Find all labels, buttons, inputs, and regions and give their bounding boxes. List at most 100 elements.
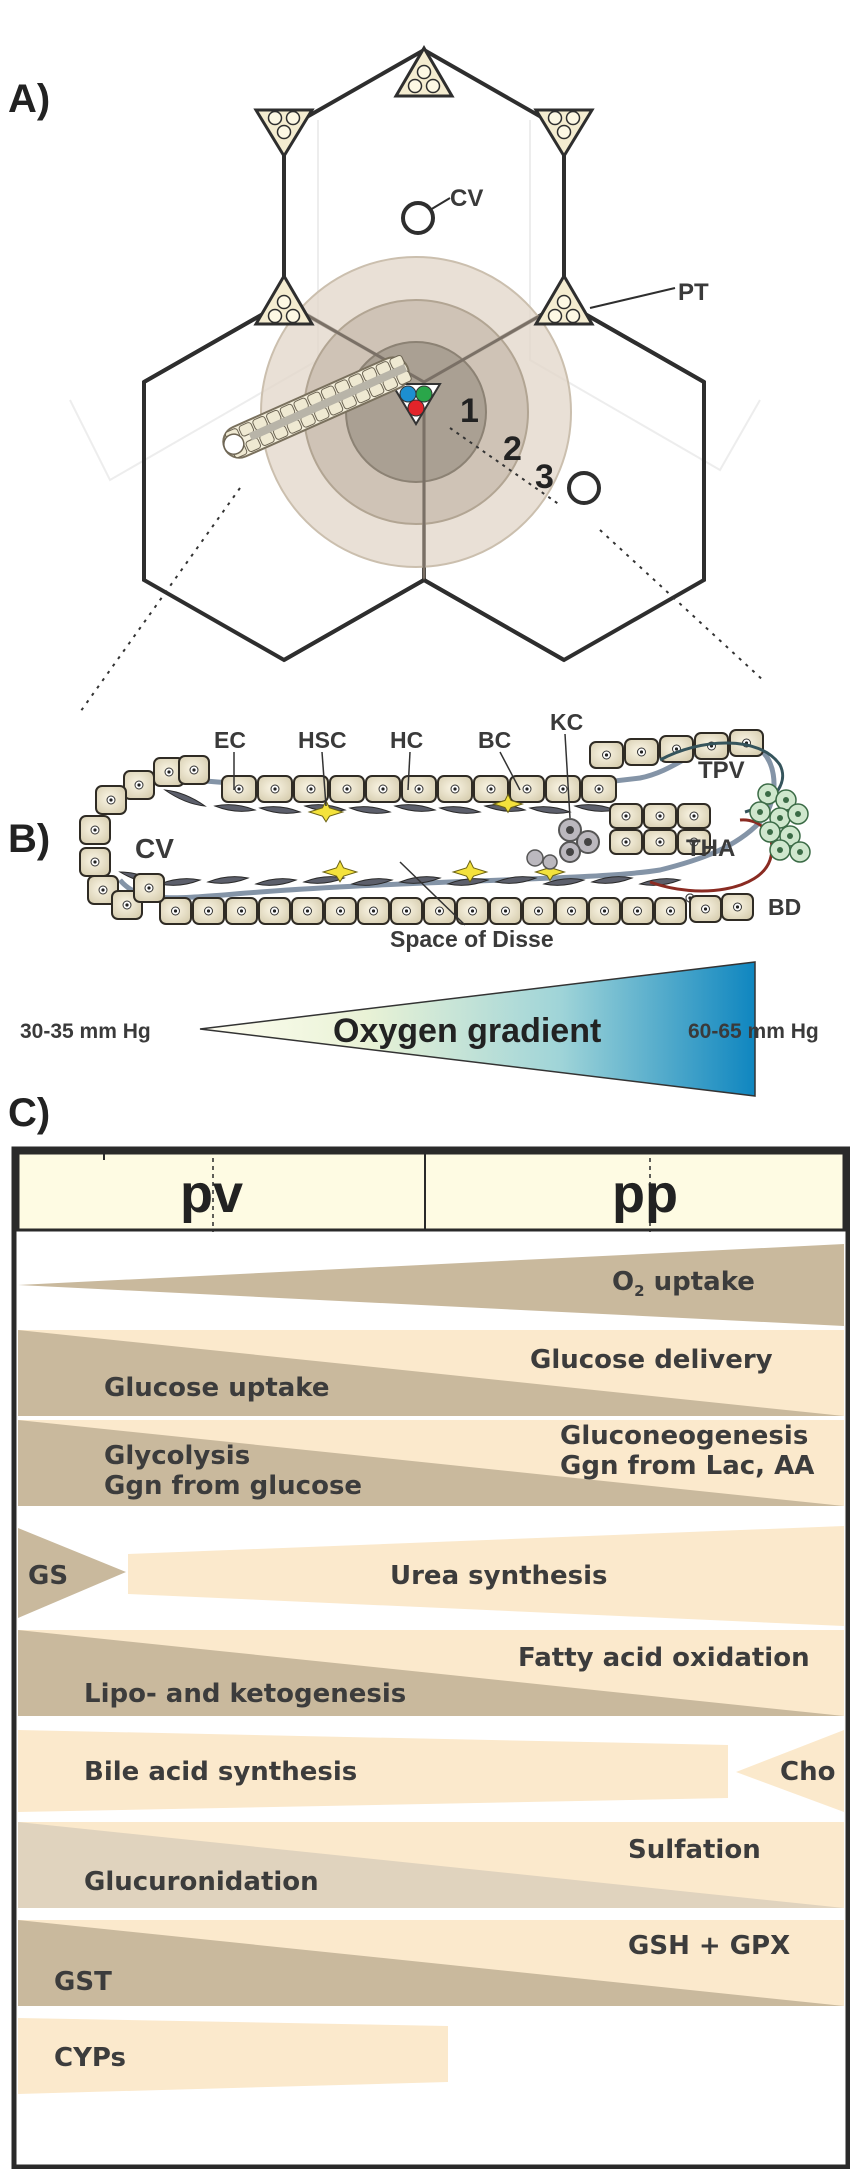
hepatocyte [153,757,185,787]
central-portal-triad [390,383,442,426]
glycolysis-label: Glycolysis [104,1441,250,1471]
endothelial-cell [213,804,257,812]
bc-label: BC [478,727,511,753]
projection-line-right [599,529,766,683]
glucose-delivery-label: Glucose delivery [530,1345,773,1375]
zonation-header: pv pp [16,1151,846,1232]
hepatocyte [258,897,291,925]
endothelial-cell [163,789,207,807]
endothelial-cell [398,876,442,884]
hepatic-stellate-cell [491,793,525,814]
hepatocyte [624,738,659,766]
kupffer-cell [526,849,544,867]
endothelial-cell [494,876,538,884]
hepatocyte [293,775,329,803]
panel-b-labels: EC HSC HC BC KC TPV THA BD CV Space of D… [135,709,801,952]
hepatocyte [489,897,522,925]
portal-triad [253,273,315,326]
sinusoid-miniature [222,354,412,459]
hepatocyte [192,897,225,925]
hepatocyte [79,815,111,845]
hsc-label: HSC [298,727,347,753]
portal-triads [253,45,595,326]
hepatic-artery-red [407,399,425,417]
hepatocyte [456,897,489,925]
endothelial-cell [590,876,634,884]
zonation-rows: O2 uptake Glucose delivery Glucose uptak… [18,1244,844,2094]
endothelial-cell [350,878,394,886]
portal-triad [393,45,455,98]
endothelial-cell [638,878,682,886]
hepatocyte [329,775,365,803]
hepatocyte [79,847,111,877]
hepatic-stellate-cell [321,859,359,883]
panel-c-label: C) [8,1091,50,1135]
kupffer-cells [526,818,600,870]
hepatocyte [401,775,437,803]
sinusoid [79,729,811,925]
oxygen-gradient-wedge [199,961,756,1097]
hepatocyte [522,897,555,925]
bile-acid-label: Bile acid synthesis [84,1757,357,1787]
bile-duct-cluster [749,783,811,863]
cv-lumen-label: CV [135,833,174,864]
zone-1-number: 1 [460,392,479,430]
hepatocyte [621,897,654,925]
fatty-acid-label: Fatty acid oxidation [518,1643,810,1673]
row-glucose: Glucose delivery Glucose uptake [18,1330,844,1416]
zone-3-number: 3 [535,458,554,496]
hepatocyte [257,775,293,803]
hepatocyte [225,897,258,925]
row-urea: GS Urea synthesis [18,1526,844,1626]
terminal-hepatic-artery [649,818,774,893]
hepatocyte [473,775,509,803]
panel-b: B) [8,709,811,952]
endothelial-cell [348,806,392,814]
oxygen-high-label: 60-65 mm Hg [688,1020,819,1043]
endothelial-cell [258,806,302,814]
endothelial-cell [393,804,437,812]
hepatocyte [178,755,210,785]
hepatocyte [123,770,155,800]
ggn-glucose-label: Ggn from glucose [104,1471,362,1501]
endothelial-cell [446,878,490,886]
hepatocyte [545,775,581,803]
hepatocyte [581,775,617,803]
hepatocyte [555,897,588,925]
endothelial-cell [158,878,202,886]
glucuronidation-label: Glucuronidation [84,1867,319,1897]
hepatocyte [437,775,473,803]
hepatocyte [111,890,143,920]
row-lipid: Fatty acid oxidation Lipo- and ketogenes… [18,1630,844,1716]
row-cyps: CYPs [18,2018,448,2094]
endothelial-cell [438,806,482,814]
endothelial-cell [206,876,250,884]
hepatic-stellate-cell [451,859,489,883]
hepatocyte [159,897,192,925]
hepatocyte [721,893,754,921]
oxygen-low-label: 30-35 mm Hg [20,1020,151,1043]
hc-label: HC [390,727,423,753]
pv-header: pv [180,1164,243,1224]
endothelial-cell [302,876,346,884]
o2-uptake-label: O2 uptake [612,1267,755,1300]
portal-triad [253,108,315,159]
oxygen-gradient-title: Oxygen gradient [333,1012,601,1050]
hepatic-stellate-cell [307,799,345,823]
panel-c: C) pv pp O2 uptake [8,1091,850,2169]
glucose-uptake-label: Glucose uptake [104,1373,330,1403]
endothelial-cell [254,878,298,886]
hepatocyte [609,829,643,855]
hepatocyte [609,803,643,829]
hepatocyte [589,741,624,769]
ggn-lac-label: Ggn from Lac, AA [560,1451,814,1481]
space-of-disse-label: Space of Disse [390,926,554,952]
bd-label: BD [768,894,801,920]
portal-vein-blue [399,385,417,403]
projection-line-left [77,487,241,716]
row-glycolysis: Gluconeogenesis Ggn from Lac, AA Glycoly… [18,1420,844,1506]
kc-label: KC [550,709,583,735]
ec-label: EC [214,727,246,753]
urea-synthesis-label: Urea synthesis [390,1561,608,1591]
